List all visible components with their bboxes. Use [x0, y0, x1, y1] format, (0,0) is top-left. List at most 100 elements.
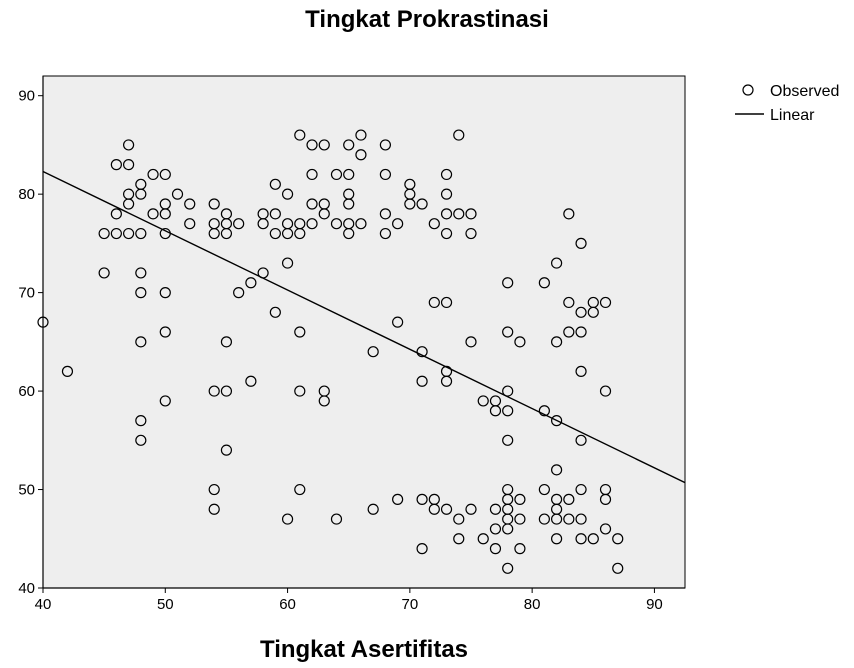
- observed-point: [563, 326, 575, 338]
- observed-point: [428, 218, 440, 230]
- observed-point: [575, 326, 587, 338]
- observed-point: [575, 365, 587, 377]
- observed-point: [477, 533, 489, 545]
- x-tick-label: 40: [35, 596, 52, 613]
- observed-point: [416, 375, 428, 387]
- legend-observed-marker: [742, 84, 754, 96]
- observed-point: [208, 198, 220, 210]
- observed-point: [404, 198, 416, 210]
- observed-point: [392, 316, 404, 328]
- observed-point: [159, 287, 171, 299]
- observed-point: [61, 365, 74, 377]
- observed-point: [514, 493, 526, 505]
- x-tick-label: 60: [279, 596, 296, 613]
- observed-point: [612, 533, 624, 545]
- observed-point: [440, 227, 453, 240]
- observed-point: [440, 375, 453, 387]
- observed-point: [245, 375, 257, 387]
- observed-point: [330, 168, 343, 181]
- observed-point: [575, 483, 587, 496]
- observed-point: [123, 227, 135, 240]
- y-axis-ticks: 40 50 60 70 80 90: [18, 88, 43, 597]
- x-tick-label: 80: [524, 596, 541, 613]
- observed-point: [208, 227, 220, 240]
- observed-point: [184, 218, 196, 230]
- observed-point: [575, 513, 587, 525]
- observed-point: [184, 198, 196, 210]
- observed-point: [233, 218, 245, 230]
- observed-point: [453, 513, 465, 525]
- observed-point: [159, 208, 171, 220]
- observed-point: [563, 296, 575, 309]
- observed-point: [110, 208, 122, 220]
- observed-point: [318, 139, 330, 151]
- legend-linear-label: Linear: [770, 107, 815, 124]
- observed-point: [233, 287, 245, 299]
- observed-point: [575, 306, 587, 318]
- observed-point: [428, 296, 440, 309]
- observed-point: [306, 218, 318, 230]
- observed-point: [575, 434, 587, 446]
- chart-title: Tingkat Prokrastinasi: [305, 6, 549, 33]
- observed-point: [416, 493, 428, 505]
- observed-point: [355, 218, 367, 230]
- observed-point: [294, 326, 306, 338]
- observed-point: [343, 227, 355, 240]
- observed-point: [318, 208, 330, 220]
- observed-point: [587, 533, 599, 545]
- observed-point: [343, 139, 355, 151]
- y-tick-label: 70: [18, 285, 35, 302]
- observed-point: [343, 168, 355, 181]
- observed-point: [440, 168, 453, 181]
- observed-point: [538, 405, 550, 417]
- observed-point: [379, 168, 391, 181]
- observed-point: [306, 168, 318, 181]
- observed-point: [135, 287, 147, 299]
- observed-point: [392, 493, 404, 505]
- x-axis-ticks: 40 50 60 70 80 90: [35, 588, 663, 613]
- observed-point: [159, 395, 171, 407]
- observed-point: [550, 533, 563, 545]
- observed-point: [294, 227, 306, 240]
- observed-point: [306, 198, 318, 210]
- observed-point: [269, 178, 281, 190]
- observed-point: [379, 208, 391, 220]
- observed-point: [208, 503, 220, 515]
- observed-point: [502, 277, 514, 289]
- observed-point: [502, 523, 514, 535]
- observed-point: [37, 316, 49, 328]
- observed-point: [514, 336, 526, 348]
- observed-point: [538, 277, 550, 289]
- observed-point: [514, 513, 526, 525]
- observed-point: [550, 415, 563, 427]
- observed-point: [392, 218, 404, 230]
- legend: Observed Linear: [735, 83, 839, 124]
- observed-point: [416, 198, 428, 210]
- y-tick-label: 80: [18, 186, 35, 203]
- observed-point: [599, 385, 612, 397]
- observed-point: [98, 227, 110, 240]
- observed-point: [257, 218, 269, 230]
- observed-point: [147, 168, 159, 181]
- observed-point: [269, 208, 281, 220]
- observed-point: [550, 336, 563, 348]
- observed-point: [367, 346, 379, 358]
- observed-point: [502, 562, 514, 574]
- observed-point: [110, 159, 122, 171]
- observed-point: [135, 434, 147, 446]
- observed-point: [440, 208, 453, 220]
- legend-observed-label: Observed: [770, 83, 839, 100]
- observed-point: [220, 227, 233, 240]
- observed-point: [294, 129, 306, 141]
- observed-point: [330, 218, 343, 230]
- observed-point: [453, 129, 465, 141]
- observed-point: [159, 326, 171, 338]
- observed-point: [428, 503, 440, 515]
- observed-point: [159, 168, 171, 181]
- observed-point: [502, 326, 514, 338]
- observed-point: [269, 227, 281, 240]
- observed-point: [612, 562, 624, 574]
- observed-point: [220, 336, 233, 348]
- observed-point: [550, 513, 563, 525]
